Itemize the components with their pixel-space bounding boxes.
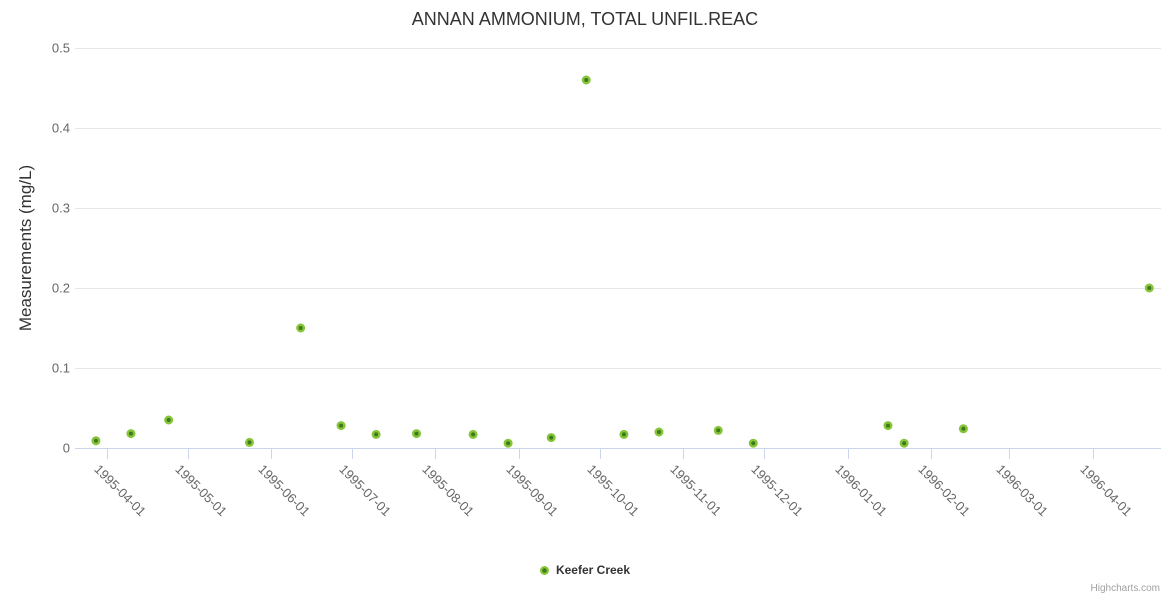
x-axis-label: 1995-08-01: [419, 462, 477, 520]
x-axis-label: 1995-12-01: [748, 462, 806, 520]
data-point-center: [298, 326, 303, 330]
y-axis-label: 0.4: [52, 121, 70, 136]
legend-marker-icon: [539, 565, 549, 575]
data-point-center: [339, 423, 344, 428]
y-axis-label: 0: [63, 441, 70, 456]
x-axis-label: 1995-09-01: [503, 462, 561, 520]
x-axis-label: 1996-03-01: [993, 462, 1051, 520]
data-point-center: [506, 441, 511, 446]
highcharts-credits-link[interactable]: Highcharts.com: [1090, 583, 1160, 594]
data-point-center: [656, 430, 661, 434]
data-point-center: [374, 432, 379, 437]
x-axis-label: 1995-07-01: [336, 462, 394, 520]
data-point-center: [471, 432, 476, 437]
y-axis-label: 0.3: [52, 201, 70, 216]
x-axis-label: 1996-02-01: [915, 462, 973, 520]
data-point-center: [902, 441, 907, 446]
data-point-center: [621, 432, 626, 437]
x-axis-label: 1995-11-01: [667, 462, 724, 519]
x-axis-label: 1995-04-01: [91, 462, 149, 520]
data-point-center: [414, 431, 419, 436]
data-point-center: [93, 438, 98, 443]
y-axis-label: 0.5: [52, 41, 70, 56]
data-point-center: [128, 431, 133, 436]
data-point-center: [1147, 286, 1152, 290]
data-point-center: [166, 418, 171, 422]
chart-title: ANNAN AMMONIUM, TOTAL UNFIL.REAC: [411, 9, 759, 29]
data-point-center: [584, 78, 589, 82]
data-point-center: [716, 428, 721, 433]
x-axis-label: 1995-06-01: [255, 462, 313, 520]
series-keefer-creek: [91, 75, 1154, 448]
y-axis-label: 0.1: [52, 361, 70, 376]
x-axis-label: 1996-01-01: [832, 462, 890, 520]
legend-item-keefer-creek[interactable]: Keefer Creek: [0, 563, 1170, 577]
data-point-center: [961, 426, 966, 431]
data-point-center: [885, 423, 890, 428]
y-axis-label: 0.2: [52, 281, 70, 296]
legend-series-label: Keefer Creek: [555, 563, 631, 577]
data-point-center: [549, 435, 554, 440]
x-axis-label: 1995-10-01: [584, 462, 642, 520]
x-axis-label: 1996-04-01: [1077, 462, 1135, 520]
data-point-center: [751, 441, 756, 446]
x-axis-label: 1995-05-01: [172, 462, 230, 520]
data-point-center: [247, 440, 252, 445]
